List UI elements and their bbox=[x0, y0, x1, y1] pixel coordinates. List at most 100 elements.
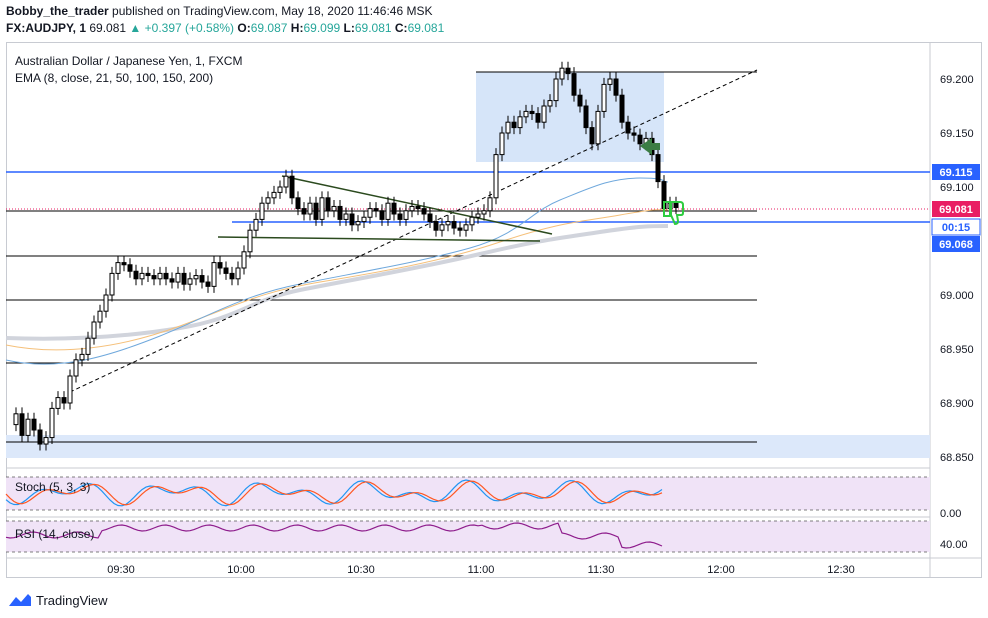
lower-triangle-line[interactable] bbox=[217, 236, 541, 242]
badge-level-low-bg bbox=[932, 236, 980, 252]
symbol-label: FX:AUDJPY, 1 bbox=[6, 21, 87, 35]
candle-body bbox=[415, 205, 421, 210]
x-tick-label: 09:30 bbox=[107, 564, 135, 576]
chart-frame bbox=[6, 42, 982, 578]
candle-body bbox=[403, 210, 409, 220]
candle-body bbox=[289, 175, 295, 199]
chart-title[interactable]: Australian Dollar / Japanese Yen, 1, FXC… bbox=[15, 54, 243, 68]
candle-body bbox=[613, 78, 619, 96]
candle-body bbox=[13, 413, 19, 426]
rsi-tick-label: 40.00 bbox=[940, 539, 968, 551]
x-tick-label: 10:00 bbox=[227, 564, 255, 576]
ema-slow bbox=[5, 224, 669, 341]
tradingview-logo-icon bbox=[9, 594, 31, 606]
low-value: 69.081 bbox=[354, 21, 392, 35]
dashed-trendline[interactable] bbox=[69, 69, 758, 393]
footer-brand[interactable]: TradingView bbox=[8, 592, 108, 608]
x-tick-label: 10:30 bbox=[347, 564, 375, 576]
candle-body bbox=[535, 113, 541, 123]
candle-body bbox=[31, 418, 37, 431]
candle-body bbox=[223, 267, 229, 274]
candle-body bbox=[259, 202, 265, 220]
candle-body bbox=[523, 110, 529, 118]
candle-body bbox=[673, 202, 679, 209]
candle-body bbox=[133, 270, 139, 280]
candle-body bbox=[583, 105, 589, 129]
candle-body bbox=[277, 186, 283, 193]
candle-body bbox=[385, 202, 391, 220]
ema-blue bbox=[5, 177, 669, 365]
rsi-legend[interactable]: RSI (14, close) bbox=[15, 527, 95, 541]
candle-body bbox=[325, 197, 331, 212]
candle-body bbox=[379, 210, 385, 220]
badge-level-low: 69.068 bbox=[939, 239, 973, 251]
candle-body bbox=[601, 83, 607, 112]
candle-body bbox=[211, 262, 217, 287]
stoch-legend[interactable]: Stoch (5, 3, 3) bbox=[15, 480, 91, 494]
author-name[interactable]: Bobby_the_trader bbox=[6, 4, 109, 18]
candle-body bbox=[247, 229, 253, 253]
candle-body bbox=[25, 418, 31, 436]
candle-body bbox=[43, 437, 49, 445]
candle-body bbox=[553, 78, 559, 102]
candle-body bbox=[319, 197, 325, 220]
candle-body bbox=[217, 262, 223, 269]
candle-body bbox=[631, 132, 637, 136]
close-label: C: bbox=[394, 21, 408, 35]
candle-body bbox=[139, 272, 145, 280]
candle-body bbox=[517, 116, 523, 129]
candle-body bbox=[229, 272, 235, 280]
candle-body bbox=[115, 262, 121, 274]
x-tick-label: 11:30 bbox=[588, 564, 615, 576]
candle-body bbox=[103, 294, 109, 312]
supply-zone[interactable] bbox=[476, 72, 664, 162]
y-tick-label: 68.850 bbox=[940, 452, 974, 464]
close-value: 69.081 bbox=[407, 21, 445, 35]
ema-legend[interactable]: EMA (8, close, 21, 50, 100, 150, 200) bbox=[15, 71, 214, 85]
x-tick-label: 12:30 bbox=[827, 564, 855, 576]
thumbs-down-icon[interactable] bbox=[663, 201, 684, 226]
badge-countdown-bg bbox=[931, 218, 981, 236]
candle-body bbox=[61, 397, 67, 404]
publish-line: Bobby_the_trader published on TradingVie… bbox=[6, 4, 432, 18]
candle-body bbox=[307, 202, 313, 215]
candle-body bbox=[187, 278, 193, 285]
published-text: published on TradingView.com, May 18, 20… bbox=[112, 4, 433, 18]
candle-body bbox=[361, 216, 367, 223]
candle-body bbox=[607, 78, 613, 85]
candle-body bbox=[337, 205, 343, 220]
candle-body bbox=[493, 154, 499, 199]
stoch-d-line bbox=[5, 480, 663, 506]
price-change: +0.397 (+0.58%) bbox=[144, 21, 235, 35]
brand-name: TradingView bbox=[36, 592, 108, 608]
badge-price-bg bbox=[932, 201, 980, 217]
candle-body bbox=[199, 275, 205, 283]
candle-body bbox=[529, 110, 535, 115]
candle-body bbox=[457, 227, 463, 231]
upper-triangle-line[interactable] bbox=[281, 175, 553, 235]
candle-body bbox=[265, 197, 271, 204]
candle-body bbox=[121, 262, 127, 266]
ema-orange bbox=[5, 209, 669, 351]
x-tick-label: 11:00 bbox=[468, 564, 495, 576]
candle-body bbox=[349, 213, 355, 226]
candle-body bbox=[283, 175, 289, 188]
badge-level-high: 69.115 bbox=[939, 167, 972, 179]
candle-body bbox=[433, 221, 439, 231]
candle-body bbox=[469, 216, 475, 226]
demand-zone[interactable] bbox=[6, 435, 930, 458]
candle-body bbox=[145, 272, 151, 277]
candle-body bbox=[109, 272, 115, 296]
low-label: L: bbox=[343, 21, 355, 35]
candle-body bbox=[37, 429, 43, 445]
badge-level-high-bg bbox=[932, 164, 980, 180]
candle-body bbox=[19, 413, 25, 436]
candle-body bbox=[559, 67, 565, 80]
symbol-line: FX:AUDJPY, 1 69.081 ▲ +0.397 (+0.58%) O:… bbox=[6, 21, 444, 35]
open-value: 69.087 bbox=[250, 21, 288, 35]
candle-body bbox=[97, 310, 103, 323]
y-tick-label: 68.900 bbox=[940, 398, 974, 410]
candle-body bbox=[655, 154, 661, 183]
arrow-left-icon[interactable] bbox=[640, 138, 660, 155]
